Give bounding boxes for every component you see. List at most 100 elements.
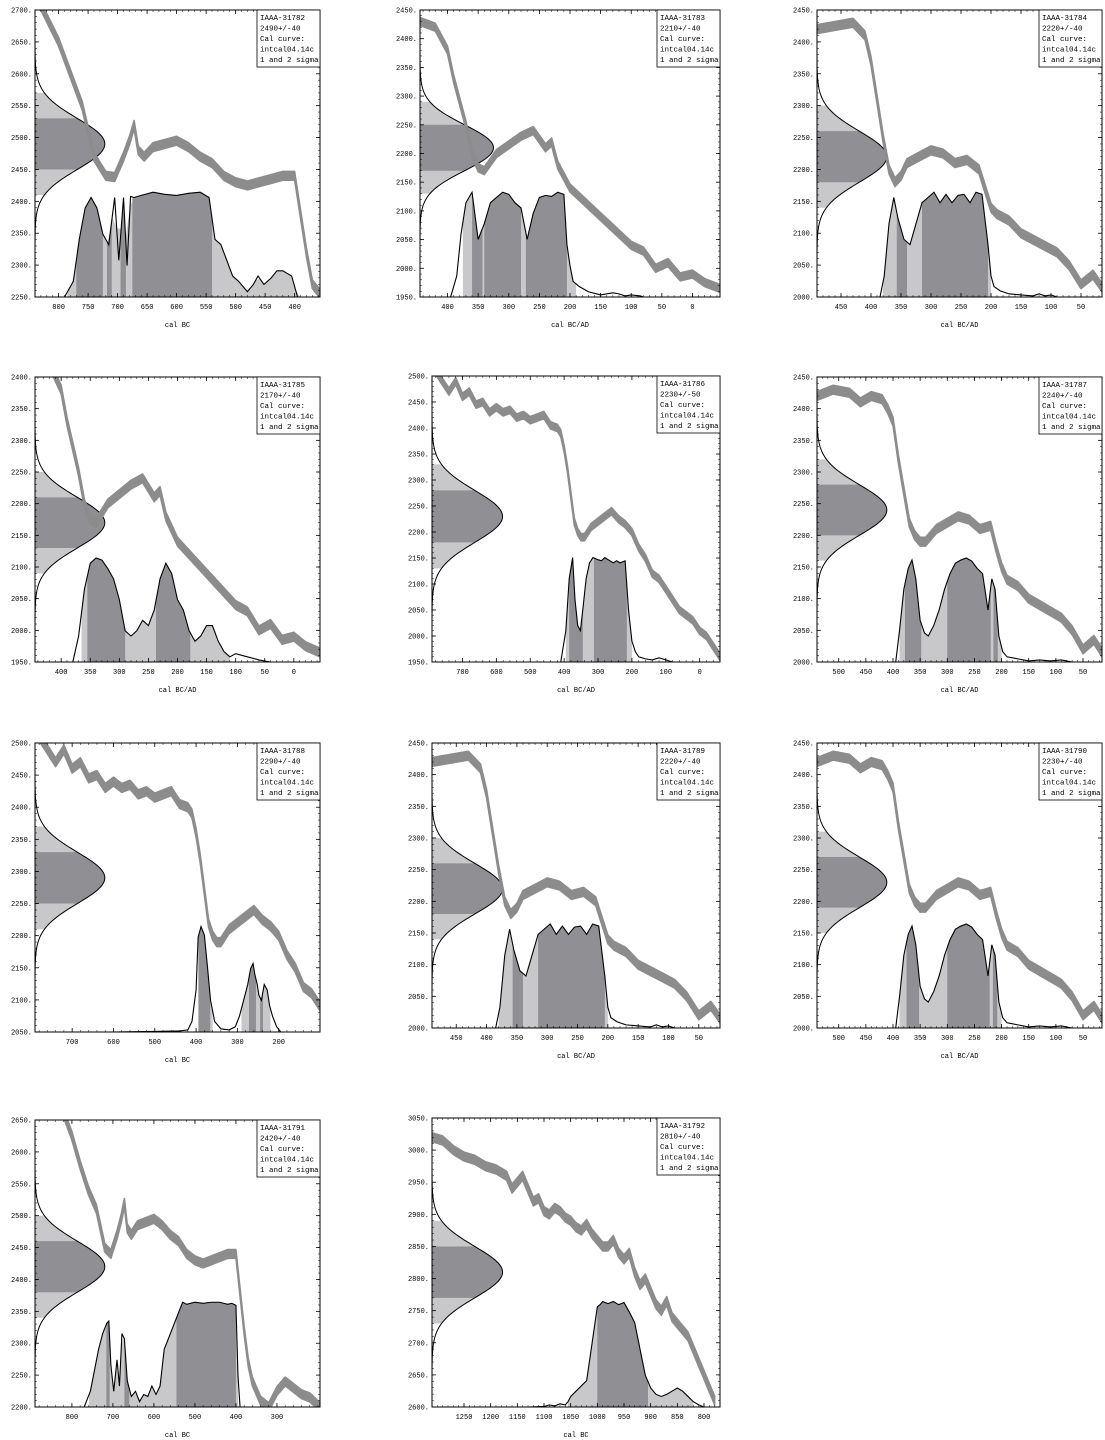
legend-line: Cal curve:	[260, 769, 305, 777]
sigma1-range	[176, 1302, 236, 1407]
y-tick-label: 2000.	[408, 1026, 429, 1034]
x-axis-label: cal BC/AD	[941, 687, 979, 695]
x-tick-label: 50	[1077, 304, 1085, 312]
legend-line: IAAA-31783	[660, 15, 706, 23]
y-tick-label: 2100.	[793, 231, 814, 239]
c14-sigma1-band	[432, 490, 503, 543]
x-tick-label: 800	[52, 304, 65, 312]
y-tick-label: 2550.	[11, 103, 32, 111]
y-tick-label: 2100.	[408, 582, 429, 590]
c14-sigma1-band	[432, 1246, 503, 1298]
x-tick-label: 900	[644, 1414, 657, 1422]
calibration-curve	[817, 384, 1102, 658]
y-tick-label: 2150.	[396, 180, 417, 188]
y-tick-label: 2300.	[396, 94, 417, 102]
legend-line: intcal04.14c	[660, 780, 714, 788]
plot-area	[817, 17, 1102, 297]
x-tick-label: 650	[141, 304, 154, 312]
y-tick-label: 2100.	[793, 596, 814, 604]
legend-line: Cal curve:	[1042, 36, 1087, 44]
x-tick-label: 100	[229, 669, 242, 677]
y-tick-label: 2200.	[793, 167, 814, 175]
sigma1-range	[906, 926, 920, 1028]
y-tick-label: 2400.	[11, 199, 32, 207]
x-tick-label: 850	[671, 1414, 684, 1422]
plot-area	[35, 743, 320, 1032]
sigma1-range	[248, 963, 256, 1032]
x-tick-label: 150	[1022, 669, 1035, 677]
chart-panel: 2000. 2050. 2100. 2150. 2200. 2250. 2300. 2350.…	[793, 741, 1103, 1061]
y-tick-label: 2650.	[11, 1118, 32, 1126]
legend-line: 1 and 2 sigma	[660, 423, 719, 431]
y-tick-label: 2050.	[793, 628, 814, 636]
x-axis-label: cal BC/AD	[941, 1053, 979, 1061]
y-tick-label: 2450.	[793, 741, 814, 749]
chart-panel: 2250. 2300. 2350. 2400. 2450. 2500. 2550. 2600.…	[11, 8, 321, 330]
legend-line: intcal04.14c	[260, 414, 314, 422]
calibration-curve	[817, 750, 1102, 1024]
plot-frame	[34, 742, 321, 1033]
calibration-curve	[39, 743, 320, 1012]
legend-line: 1 and 2 sigma	[1042, 424, 1101, 432]
legend-line: 1 and 2 sigma	[260, 790, 319, 798]
legend-line: IAAA-31784	[1042, 15, 1088, 23]
y-tick-label: 2300.	[793, 103, 814, 111]
y-tick-label: 2000.	[408, 634, 429, 642]
x-tick-label: 0	[690, 304, 694, 312]
sigma1-range	[484, 192, 522, 297]
y-tick-label: 2250.	[11, 901, 32, 909]
x-tick-label: 200	[272, 1039, 285, 1047]
x-tick-label: 700	[456, 669, 469, 677]
x-tick-label: 100	[1045, 304, 1058, 312]
y-tick-label: 2150.	[408, 931, 429, 939]
y-tick-label: 2200.	[396, 151, 417, 159]
x-tick-label: 350	[511, 1035, 524, 1043]
x-tick-label: 700	[66, 1039, 79, 1047]
y-tick-label: 2400.	[408, 426, 429, 434]
y-tick-label: 2750.	[408, 1308, 429, 1316]
x-tick-label: 350	[914, 669, 927, 677]
y-tick-label: 2300.	[408, 836, 429, 844]
sigma1-range	[904, 560, 922, 662]
y-tick-label: 2350.	[793, 804, 814, 812]
sigma1-range	[106, 221, 112, 297]
x-tick-label: 400	[887, 669, 900, 677]
calibration-curve	[817, 17, 1102, 293]
y-tick-label: 2200.	[793, 899, 814, 907]
y-tick-label: 2200.	[408, 899, 429, 907]
y-tick-label: 2250.	[11, 1373, 32, 1381]
legend-line: intcal04.14c	[1042, 414, 1096, 422]
x-tick-label: 400	[230, 1414, 243, 1422]
chart-panel: 2600. 2650. 2700. 2750. 2800. 2850. 2900. 2950.…	[408, 1116, 721, 1440]
x-tick-label: 50	[1079, 669, 1087, 677]
y-tick-label: 2550.	[11, 1181, 32, 1189]
c14-sigma1-band	[432, 863, 503, 914]
plot-frame	[431, 742, 721, 1029]
y-tick-label: 2400.	[793, 39, 814, 47]
plot-area	[817, 750, 1102, 1028]
legend-box	[656, 375, 721, 434]
y-tick-label: 2050.	[11, 596, 32, 604]
y-tick-label: 2350.	[396, 65, 417, 73]
y-tick-label: 2450.	[793, 8, 814, 16]
y-tick-label: 2350.	[11, 1309, 32, 1317]
x-tick-label: 750	[82, 304, 95, 312]
probability-curve	[64, 191, 299, 297]
x-tick-label: 600	[148, 1414, 161, 1422]
calibration-curve	[39, 10, 320, 297]
x-tick-label: 250	[955, 304, 968, 312]
y-tick-label: 2000.	[793, 295, 814, 303]
y-tick-label: 2650.	[408, 1372, 429, 1380]
x-tick-label: 50	[695, 1035, 703, 1043]
probability-curve	[895, 923, 1073, 1028]
y-tick-label: 2050.	[11, 1030, 32, 1038]
y-tick-label: 2600.	[11, 1149, 32, 1157]
legend-line: Cal curve:	[260, 36, 305, 44]
y-tick-label: 2450.	[793, 375, 814, 383]
y-tick-label: 2400.	[11, 1277, 32, 1285]
x-tick-label: 100	[1050, 669, 1063, 677]
sigma1-range	[947, 558, 991, 662]
plot-frame	[816, 9, 1103, 298]
legend-line: Cal curve:	[660, 1144, 705, 1152]
calibration-curve	[52, 377, 320, 658]
